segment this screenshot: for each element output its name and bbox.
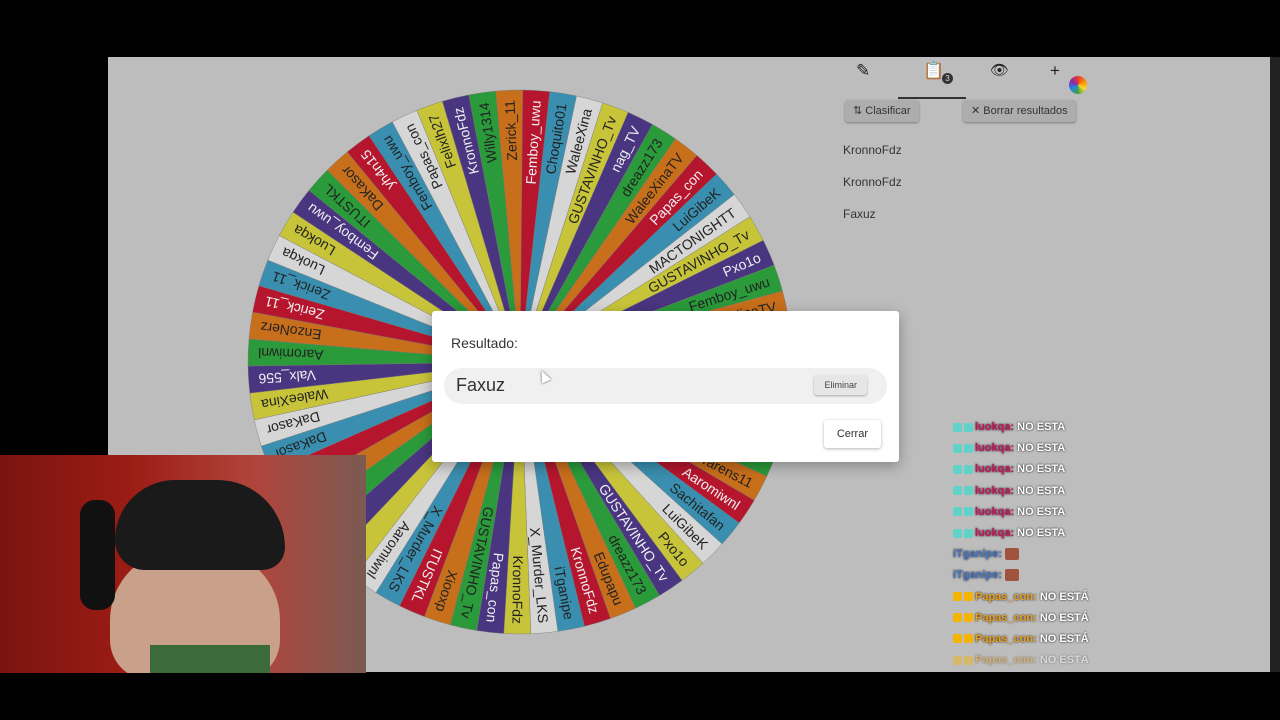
chat-badge-icon — [964, 592, 973, 602]
chat-overlay: luokqa: NO ESTA luokqa: NO ESTA luokqa: NO… — [953, 421, 1173, 672]
emote-icon — [1004, 548, 1019, 561]
chat-badge-icon — [953, 634, 962, 644]
chat-message: luokqa: NO ESTA — [953, 463, 1173, 484]
chat-username: luokqa: — [975, 526, 1018, 539]
result-item: KronnoFdz — [843, 143, 902, 157]
chat-message: Papas_con: NO ESTÁ — [953, 591, 1173, 612]
close-button[interactable]: Cerrar — [823, 420, 881, 448]
chat-username: Papas_con: — [975, 611, 1040, 624]
chat-badge-icon — [953, 613, 962, 623]
chat-badge-icon — [964, 634, 973, 644]
chat-text: NO ESTA — [1017, 505, 1066, 518]
winner-name: Faxuz — [456, 375, 506, 395]
wheel-segment-label: Femboy_uwu — [523, 100, 544, 185]
active-tab-indicator — [898, 97, 966, 99]
wheel-segment-label: KronnoFdz — [509, 555, 526, 624]
clear-results-button[interactable]: ✕ Borrar resultados — [963, 100, 1076, 122]
clipboard-list-icon[interactable]: 📋 — [923, 61, 945, 80]
chat-badge-icon — [953, 507, 962, 517]
chat-badge-icon — [964, 528, 973, 538]
edge-bar — [1270, 57, 1280, 672]
wheel-segment-label: Zerick_11 — [502, 100, 520, 161]
result-dialog: Resultado: Faxuz Eliminar Cerrar — [432, 311, 899, 462]
chat-message: luokqa: NO ESTA — [953, 506, 1173, 527]
result-item: KronnoFdz — [843, 175, 902, 189]
sort-icon: ⇅ — [853, 105, 866, 117]
wheel-app: Aaromiwnl EnzoNerz Zerick_11 Zerick_11 Luokq… — [108, 57, 1270, 672]
chat-message: Papas_con: NO ESTÁ — [953, 612, 1173, 633]
chat-text: NO ESTÁ — [1039, 632, 1089, 645]
chat-badge-icon — [964, 655, 973, 665]
chat-message: luokqa: NO ESTA — [953, 485, 1173, 506]
wheel-segment-label: Aaromiwnl — [258, 345, 324, 363]
emote-icon — [1004, 569, 1019, 582]
chat-badge-icon — [964, 422, 973, 432]
chat-badge-icon — [953, 422, 962, 432]
wheel-segment-label: Papas_con — [483, 552, 507, 623]
chat-text: NO ESTA — [1017, 484, 1066, 497]
chat-message: iTganipe: — [953, 548, 1173, 569]
streamer-shirt — [150, 645, 270, 673]
chat-username: luokqa: — [975, 505, 1018, 518]
chat-badge-icon — [953, 592, 962, 602]
wheel-segment-label: Valx_556 — [258, 367, 316, 387]
winner-row: Faxuz Eliminar — [444, 368, 887, 404]
chat-badge-icon — [953, 464, 962, 474]
chat-badge-icon — [953, 528, 962, 538]
sort-button[interactable]: ⇅ Clasificar — [845, 100, 919, 122]
chat-username: iTganipe: — [953, 548, 1005, 561]
chat-badge-icon — [964, 464, 973, 474]
pencil-icon[interactable]: ✎ — [856, 61, 871, 80]
webcam-feed — [0, 455, 366, 673]
chat-username: Papas_con: — [975, 590, 1040, 603]
dialog-title: Resultado: — [451, 335, 518, 351]
chat-badge-icon — [964, 507, 973, 517]
headset — [80, 500, 115, 610]
chat-badge-icon — [953, 486, 962, 496]
chat-text: NO ESTA — [1017, 421, 1066, 433]
eye-slash-icon[interactable]: 👁 — [990, 62, 1010, 79]
chat-message: luokqa: NO ESTA — [953, 442, 1173, 463]
chat-message: iTganipe: — [953, 569, 1173, 590]
chat-text: NO ESTA — [1017, 526, 1066, 539]
chat-text: NO ESTÁ — [1039, 590, 1089, 603]
chat-badge-icon — [964, 613, 973, 623]
chat-badge-icon — [964, 443, 973, 453]
plus-icon[interactable]: + — [1050, 61, 1060, 80]
chat-text: NO ESTÁ — [1039, 611, 1089, 624]
chat-username: Papas_con: — [975, 632, 1040, 645]
close-icon: ✕ — [971, 105, 984, 117]
chat-message: luokqa: NO ESTA — [953, 527, 1173, 548]
color-wheel-icon[interactable] — [1069, 76, 1087, 94]
result-item: Faxuz — [843, 207, 876, 221]
chat-username: iTganipe: — [953, 569, 1005, 582]
chat-username: luokqa: — [975, 463, 1018, 476]
chat-text: NO ESTA — [1017, 463, 1066, 476]
chat-username: Papas_con: — [975, 654, 1040, 667]
chat-message: Papas_con: NO ESTÁ — [953, 633, 1173, 654]
chat-username: luokqa: — [975, 421, 1018, 433]
chat-text: NO ESTÁ — [1039, 654, 1089, 667]
remove-button[interactable]: Eliminar — [814, 375, 867, 395]
chat-badge-icon — [953, 443, 962, 453]
streamer-cap — [115, 480, 285, 570]
chat-username: luokqa: — [975, 484, 1018, 497]
chat-message: Papas_con: NO ESTÁ — [953, 654, 1173, 672]
chat-badge-icon — [953, 655, 962, 665]
chat-message: luokqa: NO ESTA — [953, 421, 1173, 442]
chat-badge-icon — [964, 486, 973, 496]
results-count-badge: 3 — [942, 73, 953, 84]
chat-text: NO ESTA — [1017, 442, 1066, 455]
chat-username: luokqa: — [975, 442, 1018, 455]
